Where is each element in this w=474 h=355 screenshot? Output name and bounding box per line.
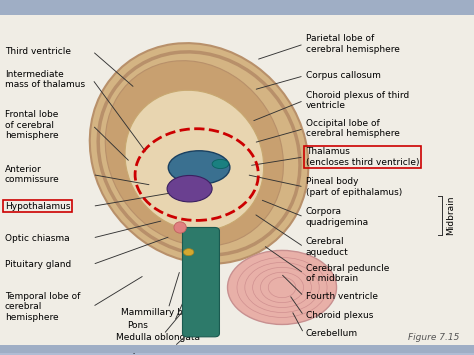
Ellipse shape: [167, 175, 212, 202]
Text: Fourth ventricle: Fourth ventricle: [306, 292, 378, 301]
FancyBboxPatch shape: [0, 345, 474, 353]
Text: Figure 7.15: Figure 7.15: [409, 333, 460, 342]
Text: Pons: Pons: [127, 321, 148, 330]
Text: Intermediate
mass of thalamus: Intermediate mass of thalamus: [5, 70, 85, 89]
Text: Hypothalamus: Hypothalamus: [5, 202, 70, 211]
Text: Cerebral peduncle
of midbrain: Cerebral peduncle of midbrain: [306, 264, 389, 283]
Text: Optic chiasma: Optic chiasma: [5, 234, 69, 242]
Text: Cerebellum: Cerebellum: [306, 329, 358, 338]
Text: Choroid plexus of third
ventricle: Choroid plexus of third ventricle: [306, 91, 409, 110]
Text: Parietal lobe of
cerebral hemisphere: Parietal lobe of cerebral hemisphere: [306, 34, 400, 54]
Ellipse shape: [125, 90, 264, 231]
Ellipse shape: [168, 151, 230, 184]
Text: Temporal lobe of
cerebral
hemisphere: Temporal lobe of cerebral hemisphere: [5, 292, 80, 322]
FancyBboxPatch shape: [182, 228, 219, 337]
Text: Cerebral
aqueduct: Cerebral aqueduct: [306, 237, 348, 257]
Text: Frontal lobe
of cerebral
hemisphere: Frontal lobe of cerebral hemisphere: [5, 110, 58, 140]
Ellipse shape: [174, 222, 186, 233]
Text: Medulla oblongata: Medulla oblongata: [116, 333, 200, 342]
Text: Occipital lobe of
cerebral hemisphere: Occipital lobe of cerebral hemisphere: [306, 119, 400, 138]
Text: Corpora
quadrigemina: Corpora quadrigemina: [306, 207, 369, 226]
Ellipse shape: [90, 43, 309, 264]
Text: Anterior
commissure: Anterior commissure: [5, 165, 60, 184]
Ellipse shape: [212, 159, 228, 169]
Text: Third ventricle: Third ventricle: [5, 47, 71, 56]
FancyBboxPatch shape: [0, 15, 474, 345]
Text: Spinal cord: Spinal cord: [127, 345, 178, 354]
Text: Corpus callosum: Corpus callosum: [306, 71, 381, 80]
Ellipse shape: [105, 61, 283, 246]
Ellipse shape: [228, 250, 337, 324]
Ellipse shape: [183, 248, 194, 256]
FancyBboxPatch shape: [0, 0, 474, 15]
Text: Thalamus
(encloses third ventricle): Thalamus (encloses third ventricle): [306, 147, 419, 166]
Text: Pituitary gland: Pituitary gland: [5, 260, 71, 269]
Text: Mammillary body: Mammillary body: [121, 308, 200, 317]
Text: Midbrain: Midbrain: [447, 195, 456, 235]
Text: Choroid plexus: Choroid plexus: [306, 311, 373, 320]
Text: Pineal body
(part of epithalamus): Pineal body (part of epithalamus): [306, 177, 402, 197]
